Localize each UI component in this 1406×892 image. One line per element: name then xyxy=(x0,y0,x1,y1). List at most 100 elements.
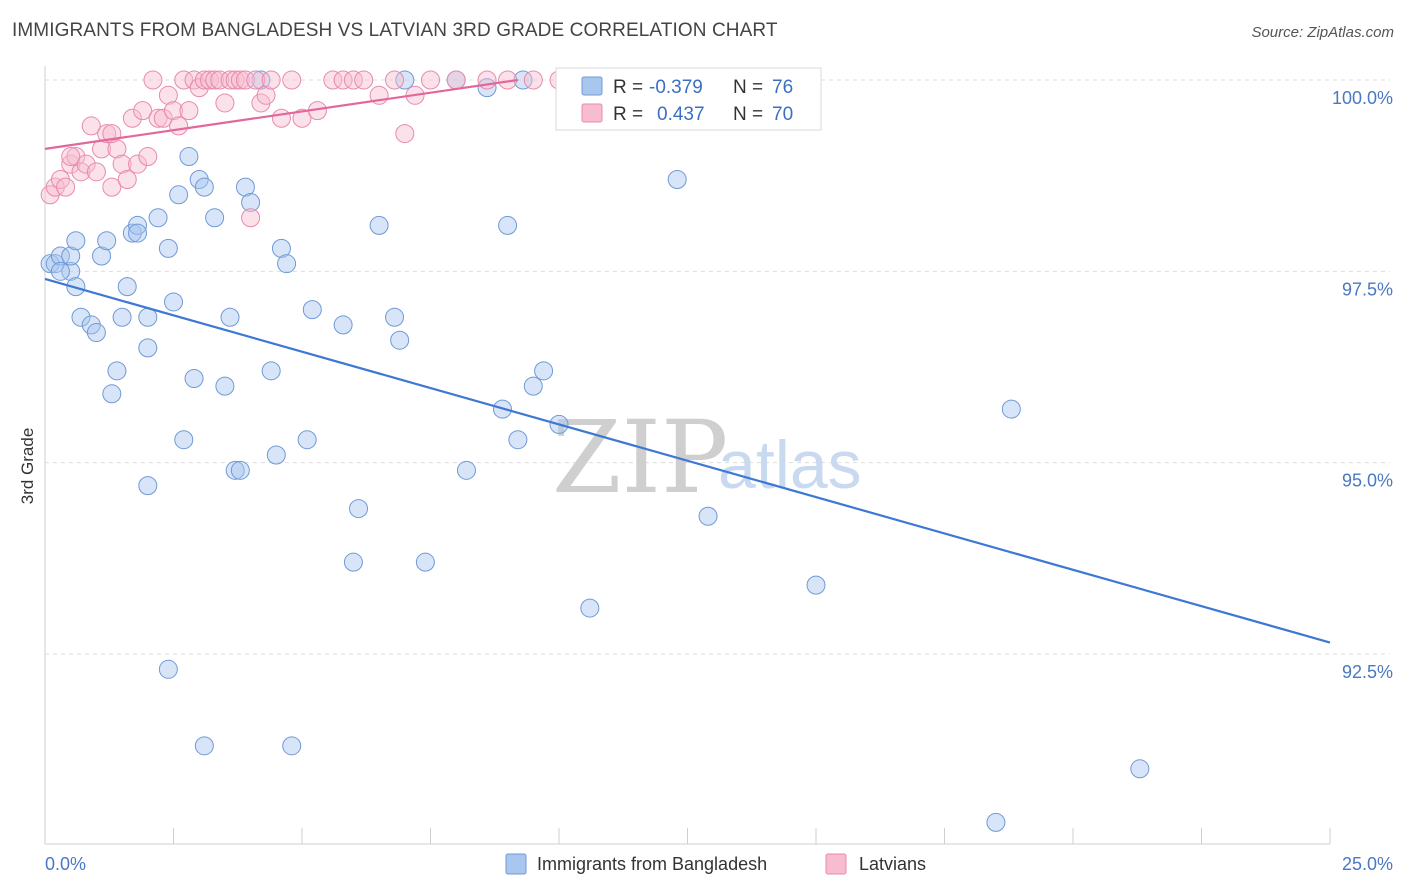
point-latvians xyxy=(323,70,343,90)
watermark-atlas: atlas xyxy=(718,427,862,503)
point-latvians xyxy=(256,85,276,105)
point-bangladesh xyxy=(282,736,302,756)
point-latvians xyxy=(215,93,235,113)
point-latvians xyxy=(271,108,291,128)
point-bangladesh xyxy=(174,430,194,450)
point-bangladesh xyxy=(698,506,718,526)
y-tick-label: 100.0% xyxy=(1332,88,1393,108)
bottom-legend-swatch-bangladesh xyxy=(505,853,527,875)
point-latvians xyxy=(143,70,163,90)
point-latvians xyxy=(385,70,405,90)
point-latvians xyxy=(153,108,173,128)
point-bangladesh xyxy=(302,300,322,320)
point-bangladesh xyxy=(102,384,122,404)
point-latvians xyxy=(158,85,178,105)
axes xyxy=(44,66,1331,845)
point-latvians xyxy=(354,70,374,90)
legend-r-label: R = xyxy=(613,77,643,98)
point-bangladesh xyxy=(580,598,600,618)
point-bangladesh xyxy=(66,231,86,251)
point-bangladesh xyxy=(277,254,297,274)
point-latvians xyxy=(102,177,122,197)
y-tick-labels: 100.0% 97.5% 95.0% 92.5% xyxy=(1332,88,1393,682)
point-bangladesh xyxy=(271,238,291,258)
point-latvians xyxy=(174,70,194,90)
watermark-zip: ZIP xyxy=(552,399,728,516)
point-latvians xyxy=(86,162,106,182)
point-latvians xyxy=(292,108,312,128)
legend-r-value: -0.379 xyxy=(649,77,703,98)
point-bangladesh xyxy=(806,575,826,595)
point-bangladesh xyxy=(169,185,189,205)
point-bangladesh xyxy=(194,736,214,756)
bottom-legend-label-bangladesh: Immigrants from Bangladesh xyxy=(537,854,767,874)
point-bangladesh xyxy=(667,169,687,189)
grid-lines xyxy=(45,79,1390,655)
point-bangladesh xyxy=(220,307,240,327)
point-bangladesh xyxy=(158,659,178,679)
point-bangladesh xyxy=(179,147,199,167)
point-bangladesh xyxy=(117,277,137,297)
point-bangladesh xyxy=(86,323,106,343)
point-latvians xyxy=(446,70,466,90)
point-bangladesh xyxy=(205,208,225,228)
point-bangladesh xyxy=(164,292,183,312)
point-latvians xyxy=(246,70,266,90)
point-bangladesh xyxy=(71,307,91,327)
point-bangladesh xyxy=(112,307,132,327)
point-latvians xyxy=(194,70,214,90)
point-bangladesh xyxy=(128,223,148,243)
trend-line-latvians xyxy=(44,78,519,150)
point-latvians xyxy=(138,147,158,167)
point-bangladesh xyxy=(251,70,271,90)
x-tick-label-max: 25.0% xyxy=(1342,854,1393,874)
point-bangladesh xyxy=(1001,399,1021,419)
trend-lines xyxy=(44,78,1331,644)
point-latvians xyxy=(133,101,153,121)
point-bangladesh xyxy=(534,361,554,381)
point-bangladesh xyxy=(508,430,528,450)
point-bangladesh xyxy=(456,460,476,480)
point-latvians xyxy=(343,70,363,90)
point-bangladesh xyxy=(235,177,255,197)
point-bangladesh xyxy=(97,231,117,251)
point-latvians xyxy=(199,70,219,90)
point-latvians xyxy=(225,70,245,90)
point-latvians xyxy=(395,124,415,144)
point-latvians xyxy=(76,154,96,174)
point-bangladesh xyxy=(395,70,415,90)
point-latvians xyxy=(169,116,189,136)
point-bangladesh xyxy=(333,315,353,335)
point-bangladesh xyxy=(148,208,168,228)
point-bangladesh xyxy=(349,499,369,519)
point-latvians xyxy=(235,70,255,90)
legend-n-value: 76 xyxy=(772,77,793,98)
point-latvians xyxy=(56,177,76,197)
point-bangladesh xyxy=(266,445,286,465)
point-latvians xyxy=(107,139,127,159)
data-points xyxy=(40,70,1150,832)
point-bangladesh xyxy=(986,812,1006,832)
bottom-legend-swatch-latvians xyxy=(825,853,847,875)
point-latvians xyxy=(112,154,132,174)
point-bangladesh xyxy=(92,246,112,266)
point-latvians xyxy=(117,169,137,189)
point-latvians xyxy=(523,70,543,90)
point-bangladesh xyxy=(138,476,158,496)
point-latvians xyxy=(333,70,353,90)
point-bangladesh xyxy=(40,254,60,274)
point-bangladesh xyxy=(138,338,158,358)
page-title: IMMIGRANTS FROM BANGLADESH VS LATVIAN 3R… xyxy=(12,20,778,41)
point-bangladesh xyxy=(194,177,214,197)
source-credit: Source: ZipAtlas.com xyxy=(1251,24,1394,41)
legend-r-label: R = xyxy=(613,104,643,125)
point-bangladesh xyxy=(241,192,261,212)
point-bangladesh xyxy=(107,361,127,381)
y-tick-label: 92.5% xyxy=(1342,662,1393,682)
point-latvians xyxy=(164,101,183,121)
point-bangladesh xyxy=(215,376,235,396)
point-latvians xyxy=(205,70,225,90)
point-bangladesh xyxy=(50,246,70,266)
legend-swatch-bangladesh xyxy=(581,76,603,96)
